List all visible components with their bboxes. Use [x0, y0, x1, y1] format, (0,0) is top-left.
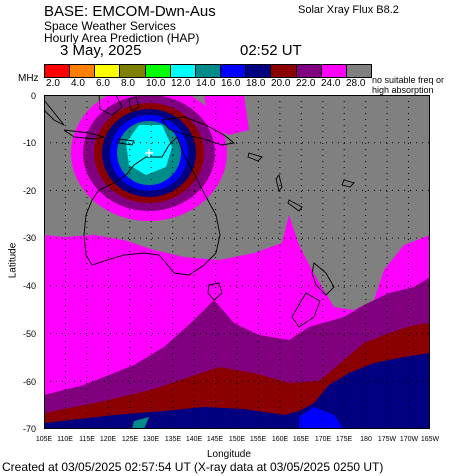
product-name: Hourly Area Prediction (HAP) [44, 31, 200, 45]
x-tick: 170W [399, 436, 419, 443]
legend-label: 6.0 [96, 78, 110, 89]
service-name: Space Weather Services [44, 19, 176, 33]
x-tick: 145E [206, 436, 224, 443]
fiji-coast [341, 179, 355, 188]
x-tick: 165W [420, 436, 440, 443]
grid [44, 95, 430, 429]
x-tick: 125E [121, 436, 139, 443]
timor-coast [118, 138, 135, 146]
nz-north-coast [311, 262, 335, 296]
legend-swatch-6 [95, 65, 121, 77]
legend-label: 28.0 [346, 78, 366, 89]
legend-swatch-18 [246, 65, 272, 77]
frequency-legend [44, 64, 372, 78]
nz-south-coast [291, 292, 321, 328]
legend-label: 12.0 [171, 78, 191, 89]
new-guinea-coast [161, 116, 236, 146]
y-tick: -30 [22, 233, 36, 243]
x-tick: 140E [185, 436, 203, 443]
footer-created: Created at 03/05/2025 02:57:54 UT (X-ray… [2, 460, 384, 474]
new-caledonia-coast [287, 199, 303, 212]
sulawesi-coast [128, 96, 140, 112]
coastlines [44, 95, 355, 328]
legend-label: 14.0 [196, 78, 216, 89]
y-tick: -10 [22, 138, 36, 148]
legend-swatch-24 [321, 65, 347, 77]
legend-swatch-20 [271, 65, 297, 77]
y-tick: -40 [22, 281, 36, 291]
x-tick: 150E [228, 436, 246, 443]
x-tick: 115E [79, 436, 95, 443]
x-tick: 160E [271, 436, 289, 443]
no-freq-note: no suitable freq or high absorption [372, 75, 444, 95]
y-tick: 0 [30, 91, 36, 101]
hap-map [44, 95, 430, 429]
base-title: BASE: EMCOM-Dwn-Aus [44, 3, 216, 20]
x-tick: 110E [57, 436, 73, 443]
legend-label: 8.0 [121, 78, 135, 89]
australia-coast [83, 136, 221, 276]
legend-swatch-10 [145, 65, 171, 77]
borneo-coast [98, 95, 123, 116]
no-freq-line-2: high absorption [372, 85, 434, 95]
x-axis-label: Longitude [207, 449, 251, 460]
x-tick: 105E [35, 436, 53, 443]
y-tick: -20 [22, 186, 36, 196]
legend-swatch-22 [296, 65, 322, 77]
no-freq-line-1: no suitable freq or [372, 75, 445, 85]
teal-patch [132, 417, 149, 429]
legend-swatch-4 [70, 65, 96, 77]
legend-label: 16.0 [221, 78, 241, 89]
vanuatu-coast [275, 173, 283, 193]
legend-swatch-12 [170, 65, 196, 77]
legend-swatch-14 [195, 65, 222, 77]
legend-label: 10.0 [146, 78, 166, 89]
x-tick: 155E [249, 436, 267, 443]
y-tick: -60 [22, 377, 36, 387]
legend-label: 18.0 [246, 78, 266, 89]
base-station-marker [145, 149, 153, 157]
legend-label: 2.0 [46, 78, 60, 89]
x-tick: 135E [164, 436, 182, 443]
x-tick: 175E [335, 436, 353, 443]
legend-label: 20.0 [271, 78, 291, 89]
legend-label: 22.0 [296, 78, 316, 89]
y-axis-label: Latitude [7, 242, 19, 279]
tasmania-coast [207, 282, 223, 301]
xray-flux: Solar Xray Flux B8.2 [298, 4, 399, 16]
forecast-time: 02:52 UT [240, 42, 302, 59]
legend-swatch-28 [346, 65, 372, 77]
x-tick: 175W [377, 436, 397, 443]
blue-patch [299, 407, 344, 429]
y-tick: -70 [22, 424, 36, 434]
legend-swatch-2 [45, 65, 71, 77]
java-coast [63, 129, 105, 140]
y-tick: -50 [22, 329, 36, 339]
x-tick: 170E [314, 436, 332, 443]
x-tick: 130E [142, 436, 160, 443]
legend-unit: MHz [18, 73, 39, 84]
x-tick: 165E [292, 436, 310, 443]
map-frame [44, 95, 430, 429]
southern-band-navy [44, 353, 430, 429]
x-tick: 120E [99, 436, 117, 443]
sumatra-coast [44, 99, 65, 126]
legend-label: 24.0 [321, 78, 341, 89]
legend-swatch-8 [120, 65, 146, 77]
x-tick: 180 [360, 436, 372, 443]
forecast-date: 3 May, 2025 [60, 42, 142, 59]
legend-label: 4.0 [71, 78, 85, 89]
legend-swatch-16 [221, 65, 247, 77]
